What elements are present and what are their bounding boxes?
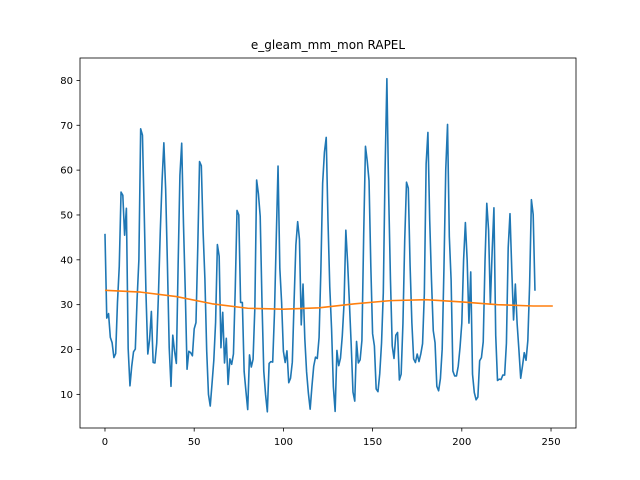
y-tick-label: 60 — [60, 166, 73, 177]
x-tick-label: 250 — [541, 437, 560, 448]
series-line-monthly — [104, 77, 536, 413]
x-tick-label: 50 — [188, 437, 201, 448]
x-axis: 0 50 100 150 200 250 — [102, 428, 561, 448]
x-tick-label: 100 — [274, 437, 293, 448]
y-tick-label: 80 — [60, 76, 73, 87]
x-tick-label: 150 — [363, 437, 382, 448]
y-tick-label: 40 — [60, 255, 73, 266]
chart-title: e_gleam_mm_mon RAPEL — [251, 38, 405, 52]
y-tick-label: 50 — [60, 210, 73, 221]
series-line-trend — [104, 289, 553, 310]
y-tick-label: 70 — [60, 121, 73, 132]
x-tick-label: 200 — [452, 437, 471, 448]
y-tick-label: 30 — [60, 300, 73, 311]
plot-lines — [104, 77, 553, 413]
y-tick-label: 10 — [60, 390, 73, 401]
x-tick-label: 0 — [102, 437, 108, 448]
y-axis: 10 20 30 40 50 60 70 80 — [60, 76, 80, 401]
axes-frame — [79, 57, 577, 429]
y-tick-label: 20 — [60, 345, 73, 356]
